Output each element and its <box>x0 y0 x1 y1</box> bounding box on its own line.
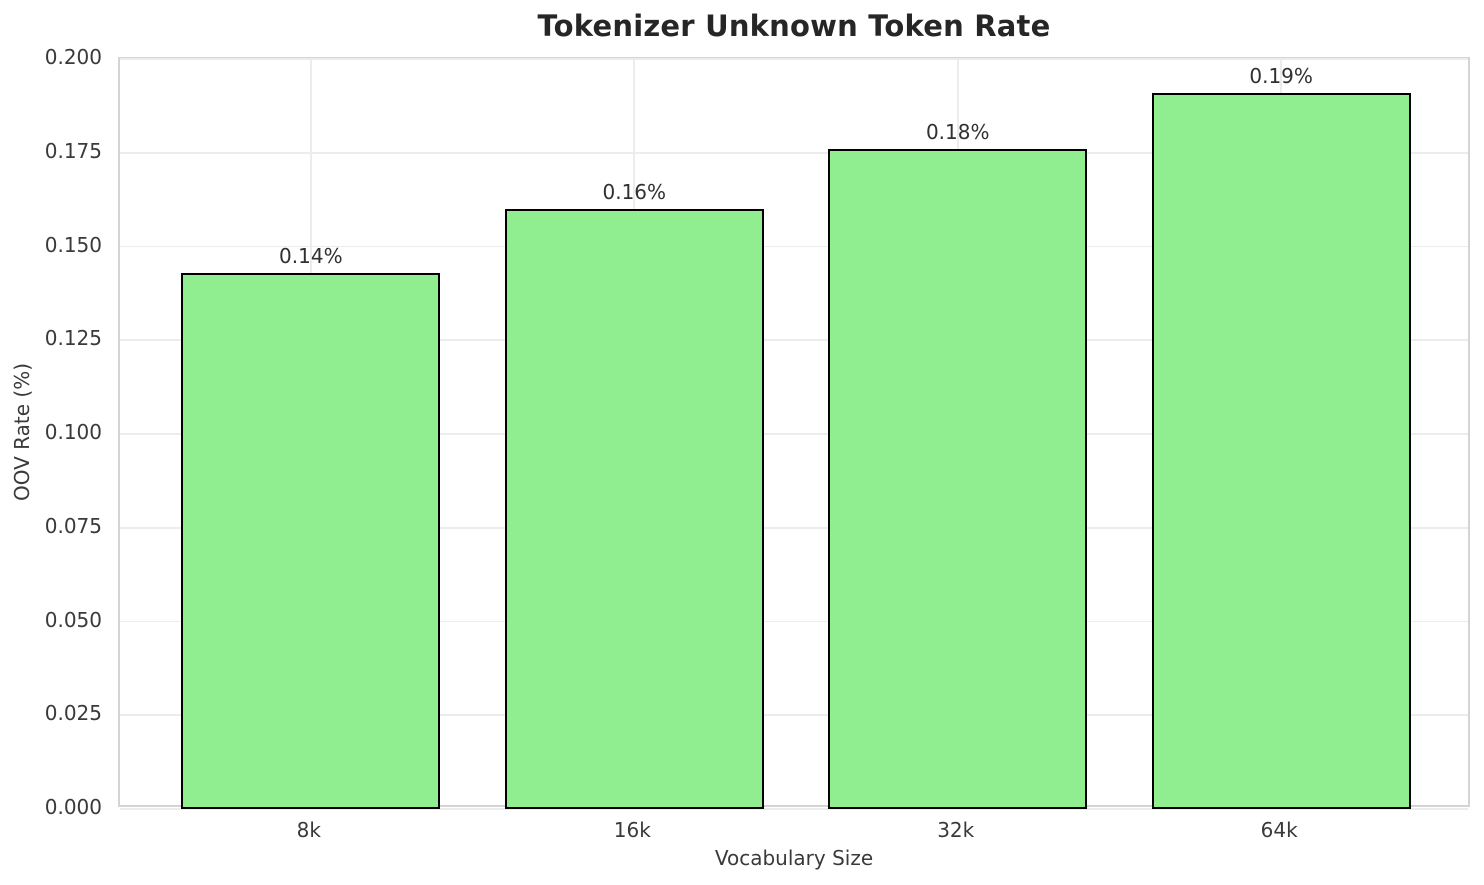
y-tick-label: 0.075 <box>44 513 102 538</box>
y-gridline <box>120 714 1468 717</box>
y-gridline <box>120 245 1468 248</box>
y-tick-label: 0.175 <box>44 138 102 163</box>
y-tick-label: 0.050 <box>44 607 102 632</box>
y-gridline <box>120 526 1468 529</box>
chart-title: Tokenizer Unknown Token Rate <box>537 9 1051 43</box>
x-axis-label: Vocabulary Size <box>714 846 874 870</box>
y-tick-label: 0.150 <box>44 232 102 257</box>
x-tick-label: 16k <box>613 818 651 842</box>
y-gridline <box>120 58 1468 60</box>
bar-8k <box>181 272 441 809</box>
x-tick-label: 8k <box>296 818 321 842</box>
bar-value-label: 0.19% <box>1249 63 1313 88</box>
y-tick-label: 0.000 <box>44 795 102 819</box>
bar-value-label: 0.14% <box>279 243 343 268</box>
y-tick-label: 0.025 <box>44 701 102 726</box>
y-gridline <box>120 808 1468 810</box>
y-tick-label: 0.125 <box>44 326 102 351</box>
y-gridline <box>120 339 1468 342</box>
bar-value-label: 0.18% <box>925 120 990 144</box>
y-gridline <box>120 620 1468 623</box>
bar-64k <box>1151 92 1411 809</box>
x-tick-label: 32k <box>937 818 975 842</box>
bar-32k <box>828 149 1088 809</box>
x-tick-label: 64k <box>1260 818 1298 842</box>
y-tick-label: 0.100 <box>44 420 102 444</box>
y-gridline <box>120 151 1468 154</box>
y-tick-label: 0.200 <box>44 45 102 69</box>
plot-area: 0.14% 0.16% 0.18% 0.19% <box>118 57 1470 810</box>
y-gridline <box>120 433 1468 435</box>
bar-16k <box>504 209 764 809</box>
bar-value-label: 0.16% <box>602 180 667 204</box>
